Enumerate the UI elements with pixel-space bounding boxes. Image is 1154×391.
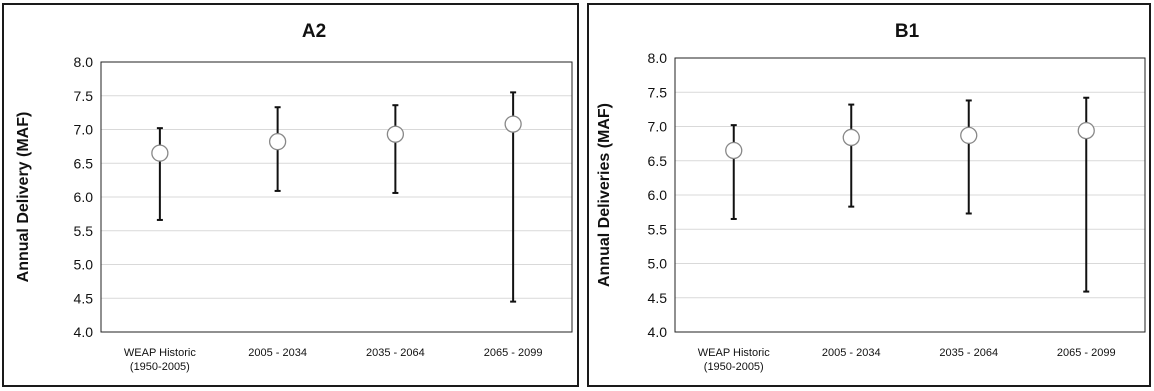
y-tick-label: 4.0 bbox=[74, 324, 94, 340]
x-tick-label-line: WEAP Historic bbox=[698, 347, 770, 359]
y-axis-label: Annual Delivery (MAF) bbox=[15, 112, 32, 283]
x-tick-label-line: 2065 - 2099 bbox=[484, 347, 543, 359]
y-tick-label: 8.0 bbox=[648, 50, 668, 66]
plot-area bbox=[674, 57, 1146, 333]
x-tick-label-line: WEAP Historic bbox=[124, 347, 196, 359]
y-axis-label: Annual Deliveries (MAF) bbox=[596, 103, 613, 287]
data-point-marker bbox=[725, 141, 743, 160]
x-tick-label-line: 2005 - 2034 bbox=[248, 347, 307, 359]
x-tick-label: 2035 - 2064 bbox=[939, 347, 998, 359]
x-tick-label-line: 2035 - 2064 bbox=[939, 347, 998, 359]
y-tick-label: 4.0 bbox=[648, 324, 668, 340]
chart-panel-a2: A2 4.0 4.5 5.0 5.5 6.0 6.5 7.0 7.5 8.0 Annual Deli… bbox=[2, 3, 579, 387]
data-point-marker bbox=[386, 125, 405, 143]
y-tick-label: 7.0 bbox=[648, 119, 668, 135]
y-tick-label: 5.0 bbox=[648, 256, 668, 272]
y-tick-label: 7.5 bbox=[648, 84, 668, 100]
chart-panel-b1: B1 4.0 4.5 5.0 5.5 6.0 6.5 7.0 7.5 8.0 Annual Deli… bbox=[587, 3, 1151, 387]
x-tick-label: 2005 - 2034 bbox=[248, 347, 307, 359]
y-tick-label: 5.5 bbox=[74, 223, 94, 239]
x-tick-label: WEAP Historic (1950-2005) bbox=[124, 347, 196, 373]
y-tick-label: 8.0 bbox=[74, 54, 94, 70]
x-tick-label: WEAP Historic (1950-2005) bbox=[698, 347, 770, 373]
x-tick-label: 2035 - 2064 bbox=[366, 347, 425, 359]
chart-a2: A2 4.0 4.5 5.0 5.5 6.0 6.5 7.0 7.5 8.0 Annual Deli… bbox=[15, 21, 573, 373]
y-tick-label: 5.5 bbox=[648, 221, 668, 237]
data-point-marker bbox=[504, 115, 522, 133]
y-tick-label: 6.5 bbox=[74, 155, 94, 171]
y-tick-label: 6.0 bbox=[74, 189, 94, 205]
data-point-marker bbox=[842, 128, 860, 147]
y-tick-label: 7.0 bbox=[74, 122, 94, 138]
y-tick-label: 6.5 bbox=[648, 153, 668, 169]
y-tick-label: 7.5 bbox=[74, 88, 94, 104]
x-tick-label-line: (1950-2005) bbox=[130, 361, 190, 373]
x-tick-label-line: 2065 - 2099 bbox=[1057, 347, 1116, 359]
x-tick-label-line: 2005 - 2034 bbox=[822, 347, 881, 359]
x-tick-label-line: (1950-2005) bbox=[704, 361, 764, 373]
x-tick-label: 2065 - 2099 bbox=[1057, 347, 1116, 359]
y-tick-label: 4.5 bbox=[648, 290, 668, 306]
chart-title: A2 bbox=[302, 21, 326, 42]
chart-title: B1 bbox=[895, 21, 920, 42]
y-tick-label: 6.0 bbox=[648, 187, 668, 203]
x-tick-label: 2065 - 2099 bbox=[484, 347, 543, 359]
y-tick-label: 5.0 bbox=[74, 257, 94, 273]
data-point-marker bbox=[1077, 121, 1095, 140]
data-point-marker bbox=[268, 132, 287, 151]
chart-b1: B1 4.0 4.5 5.0 5.5 6.0 6.5 7.0 7.5 8.0 Annual Deli… bbox=[596, 21, 1146, 373]
x-tick-label: 2005 - 2034 bbox=[822, 347, 881, 359]
data-point-marker bbox=[151, 144, 169, 162]
data-point-marker bbox=[960, 126, 978, 145]
x-tick-label-line: 2035 - 2064 bbox=[366, 347, 425, 359]
plot-area bbox=[100, 61, 573, 333]
y-tick-label: 4.5 bbox=[74, 290, 94, 306]
